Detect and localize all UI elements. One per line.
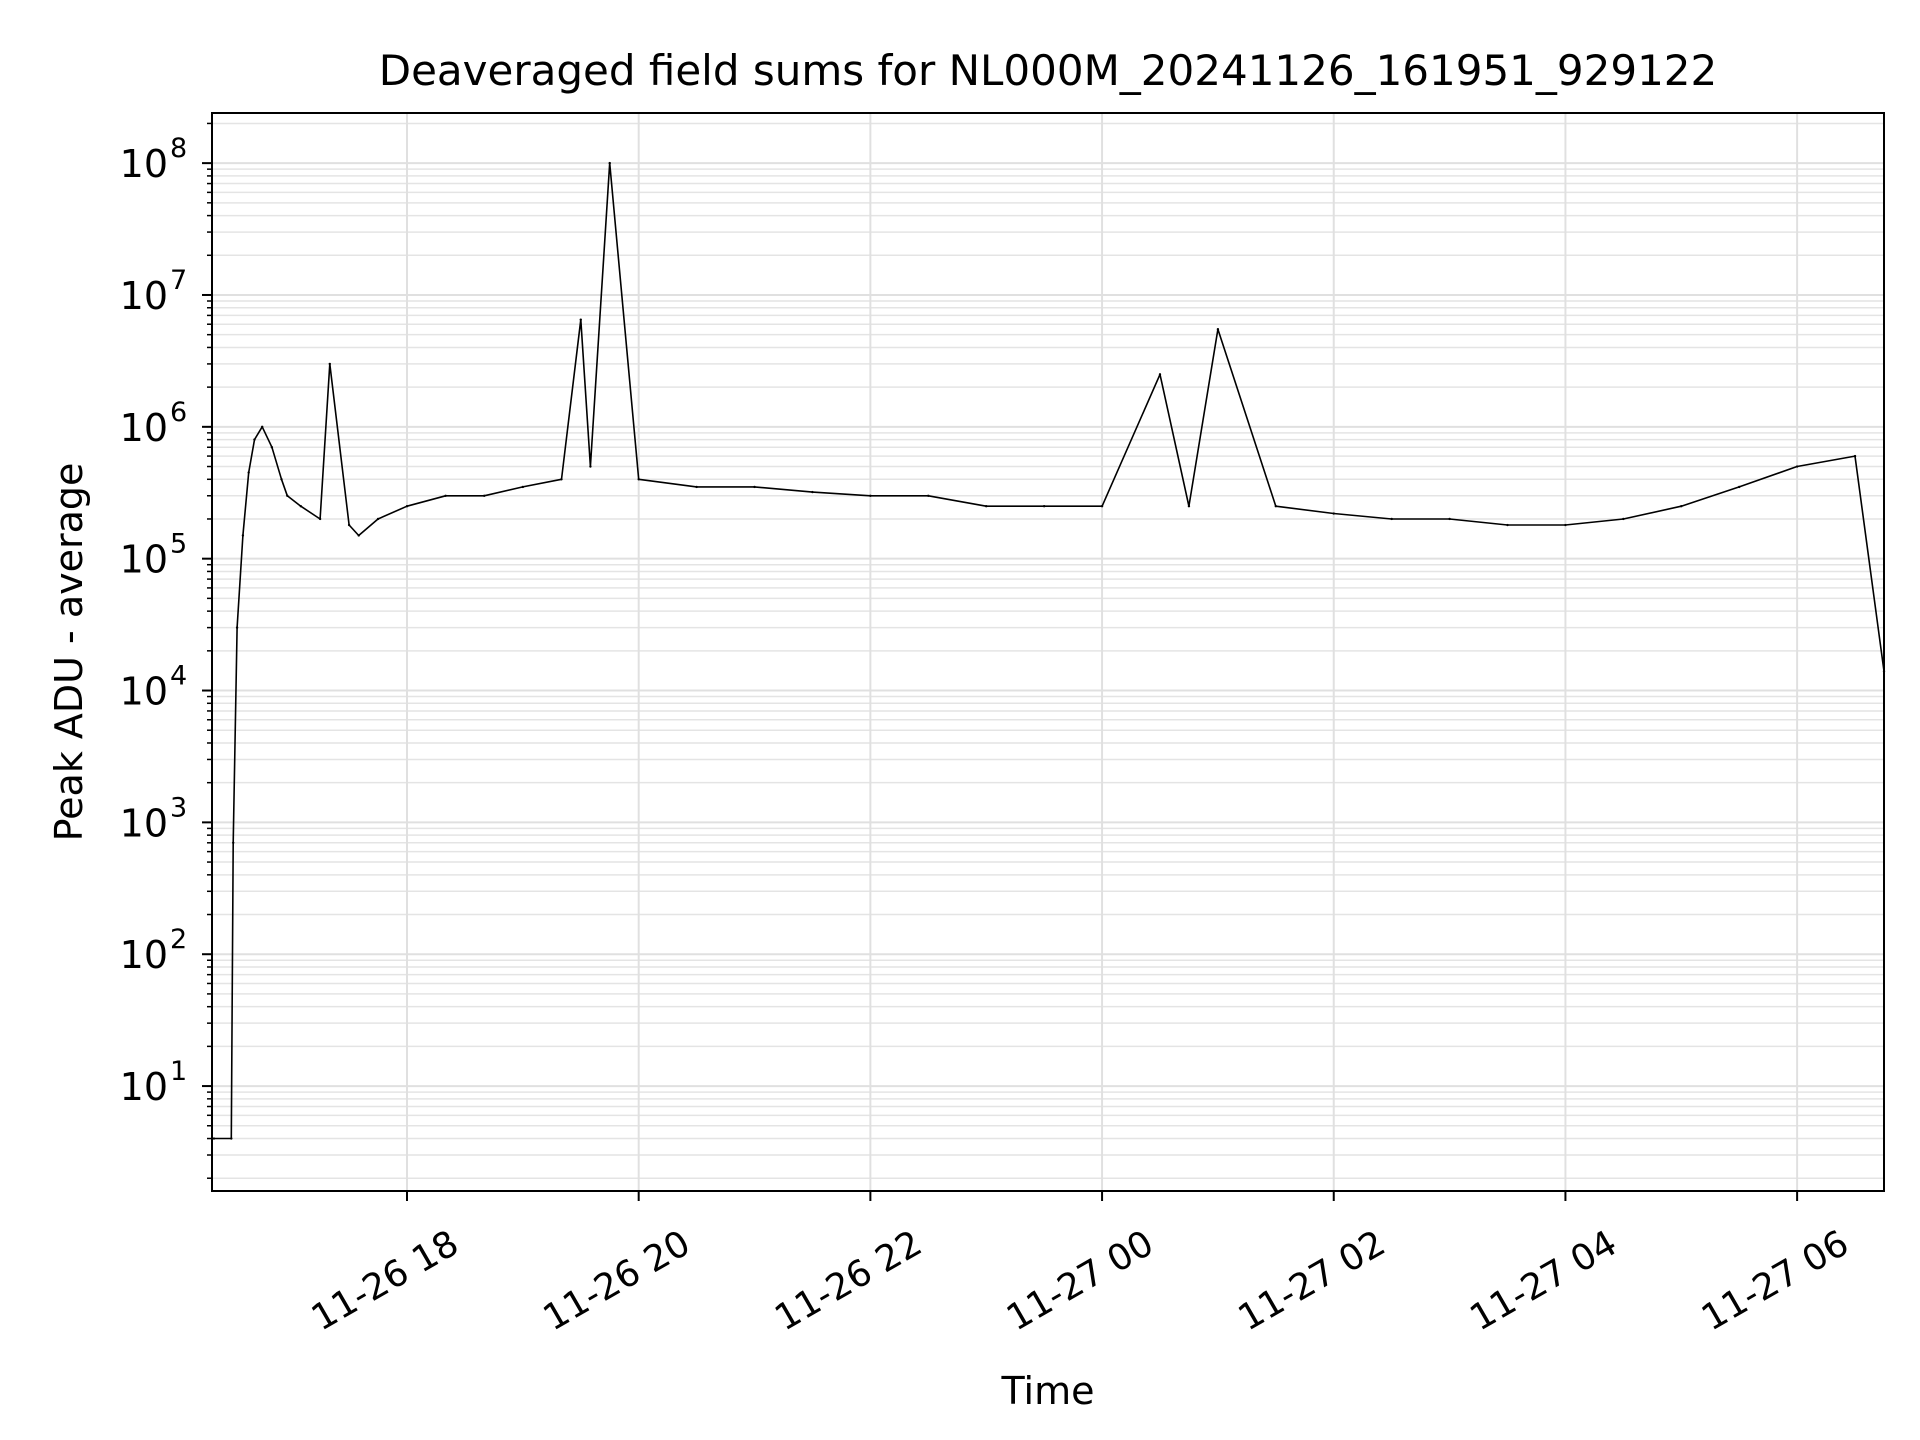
data-point (637, 478, 640, 481)
data-point (608, 161, 611, 165)
data-point (241, 534, 245, 537)
data-point (235, 626, 239, 629)
data-point (1564, 523, 1567, 527)
data-point (483, 494, 486, 497)
y-tick-label: 10 (120, 274, 168, 318)
data-point (1274, 505, 1278, 508)
plot-data (212, 161, 1886, 1140)
data-point (253, 438, 256, 441)
y-tick-label: 10 (120, 406, 168, 450)
chart-title: Deaveraged field sums for NL000M_2024112… (379, 46, 1718, 95)
data-point (1795, 465, 1799, 468)
data-point (405, 505, 409, 508)
data-point (270, 446, 274, 449)
data-point (1187, 505, 1191, 508)
data-point (869, 494, 872, 497)
data-point (811, 490, 814, 494)
y-tick-exponent: 6 (170, 397, 187, 428)
data-point (589, 465, 592, 468)
plot-frame (211, 112, 1885, 1192)
y-tick-exponent: 1 (170, 1056, 187, 1087)
y-tick-label: 10 (120, 142, 168, 186)
y-tick-label: 10 (120, 538, 168, 582)
data-point (753, 485, 756, 489)
data-point (444, 494, 447, 497)
data-point (280, 478, 283, 481)
y-tick-label: 10 (120, 801, 168, 845)
data-point (1216, 328, 1220, 331)
data-point (328, 362, 331, 366)
data-point (1448, 517, 1451, 521)
data-point (1390, 517, 1393, 521)
data-point (1737, 485, 1741, 489)
data-point (376, 517, 380, 521)
data-point (1042, 505, 1046, 508)
y-tick-exponent: 3 (170, 792, 187, 823)
y-tick-exponent: 2 (170, 924, 187, 955)
data-point (357, 534, 360, 537)
x-axis-label: Time (1001, 1369, 1095, 1413)
y-tick-label: 10 (120, 1065, 168, 1109)
data-point (985, 505, 988, 508)
data-point (579, 318, 582, 321)
data-point (1680, 505, 1683, 508)
y-tick-exponent: 7 (170, 265, 187, 296)
data-point (521, 485, 525, 489)
grid-lines (212, 113, 1884, 1191)
y-tick-label: 10 (120, 933, 168, 977)
data-point (299, 505, 303, 508)
y-tick-exponent: 5 (170, 529, 187, 560)
data-point (695, 485, 698, 489)
data-point (560, 478, 563, 481)
data-point (260, 425, 264, 429)
data-point (347, 523, 351, 527)
data-point (212, 1137, 216, 1140)
y-tick-exponent: 8 (170, 133, 187, 164)
y-tick-exponent: 4 (170, 661, 187, 692)
data-point (1332, 512, 1335, 515)
data-point (286, 494, 289, 497)
data-point (1158, 373, 1162, 376)
data-point (318, 517, 322, 521)
data-point (1100, 505, 1104, 508)
y-tick-label: 10 (120, 670, 168, 714)
data-point (247, 471, 250, 474)
data-point (1506, 523, 1509, 527)
data-point (1853, 454, 1857, 458)
y-axis-label: Peak ADU - average (47, 463, 91, 842)
data-point (230, 1137, 233, 1140)
data-point (927, 494, 930, 497)
data-point (1622, 517, 1625, 521)
data-point (232, 841, 235, 844)
